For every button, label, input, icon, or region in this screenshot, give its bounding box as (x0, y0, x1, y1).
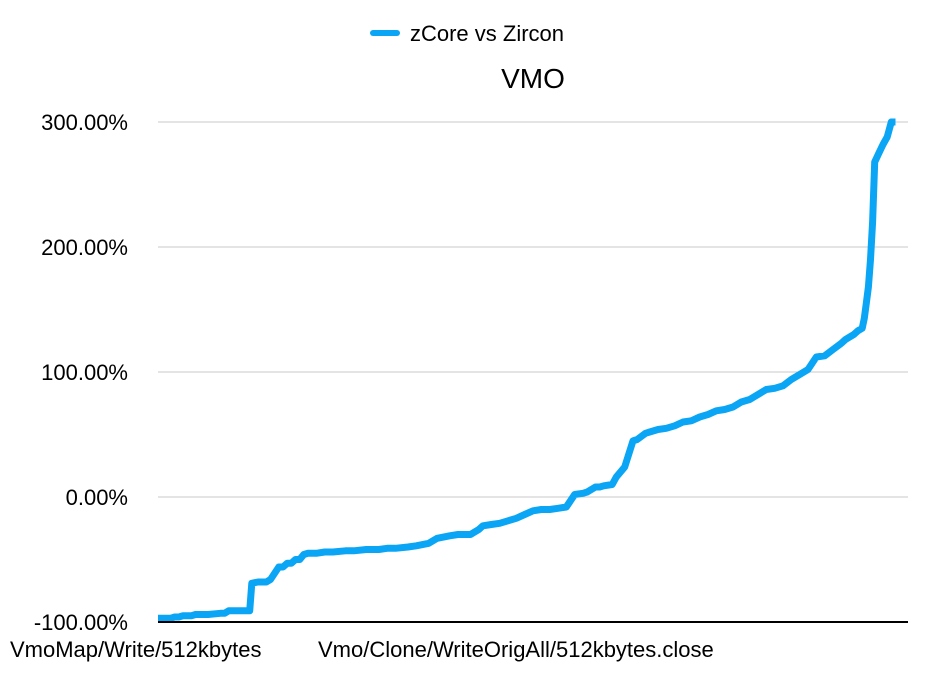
y-tick-label: 300.00% (41, 110, 128, 135)
y-tick-label: 200.00% (41, 235, 128, 260)
y-tick-label: -100.00% (34, 610, 128, 635)
y-tick-label: 0.00% (66, 485, 128, 510)
chart-title: VMO (501, 63, 565, 94)
chart-legend: zCore vs Zircon (0, 21, 934, 47)
legend-swatch (369, 30, 400, 37)
x-tick-label: Vmo/Clone/WriteOrigAll/512kbytes.close (318, 637, 714, 662)
series-group (158, 118, 896, 622)
series-line (158, 118, 896, 622)
x-tick-label: VmoMap/Write/512kbytes (10, 637, 261, 662)
y-axis-tick-labels: -100.00% 0.00% 100.00% 200.00% 300.00% (34, 110, 128, 635)
gridlines (158, 121, 908, 498)
x-axis-tick-labels: VmoMap/Write/512kbytes Vmo/Clone/WriteOri… (10, 637, 714, 662)
legend-label: zCore vs Zircon (409, 21, 565, 46)
y-tick-label: 100.00% (41, 360, 128, 385)
